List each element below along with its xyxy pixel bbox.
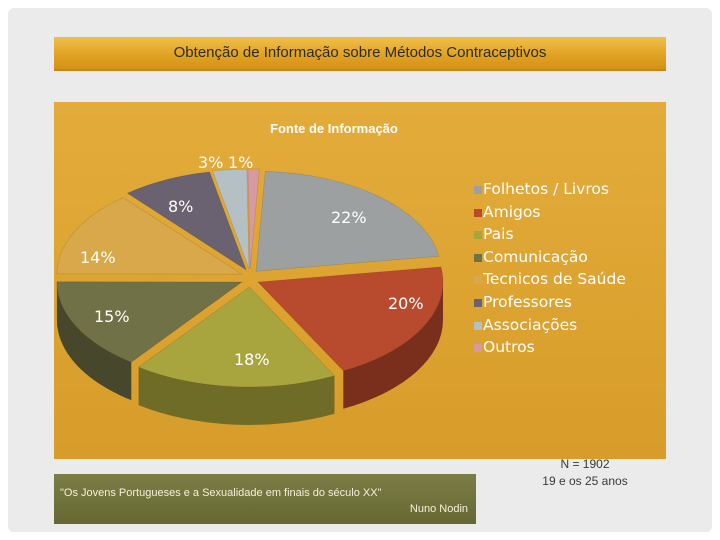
pie-slice-top-associacoes	[212, 168, 250, 270]
pie-slice-comunicacao	[56, 281, 243, 401]
age-range: 19 e os 25 anos	[542, 474, 628, 488]
slide-title: Obtenção de Informação sobre Métodos Con…	[173, 44, 547, 61]
data-label-professores: 8%	[168, 197, 194, 216]
source-author: Nuno Nodin	[409, 503, 468, 515]
legend-label: Comunicação	[483, 247, 588, 266]
legend-label: Professores	[483, 292, 572, 311]
pie-slice-top-amigos	[257, 266, 444, 372]
pie-slice-top-pais	[137, 286, 336, 388]
pie-slice-top-professores	[126, 171, 247, 271]
data-label-folhetos-livros: 22%	[331, 208, 367, 227]
pie-slice-top-outros	[247, 168, 260, 270]
legend-swatch	[474, 276, 482, 285]
data-label-associacoes: 3%	[198, 153, 224, 172]
legend-label: Amigos	[483, 202, 541, 221]
data-label-pais: 18%	[234, 350, 270, 369]
pie-slice-tecnicos-de-saude	[56, 197, 243, 275]
data-label-amigos: 20%	[388, 294, 424, 313]
source-citation: "Os Jovens Portugueses e a Sexualidade e…	[60, 487, 382, 499]
legend-swatch	[474, 253, 482, 262]
source-box: "Os Jovens Portugueses e a Sexualidade e…	[54, 474, 476, 524]
legend-label: Folhetos / Livros	[483, 180, 609, 198]
pie-slice-associacoes	[212, 168, 250, 270]
pie-slice-outros	[247, 168, 260, 270]
chart-title: Fonte de Informação	[270, 121, 398, 136]
pie-slice-side-amigos	[343, 282, 443, 409]
pie-slice-top-folhetos-livros	[255, 171, 440, 272]
pie-slice-pais	[137, 286, 336, 425]
pie-slice-top-tecnicos-de-saude	[56, 197, 243, 275]
legend-label: Pais	[483, 225, 514, 244]
data-label-comunicacao: 15%	[94, 307, 130, 326]
legend-swatch	[474, 208, 482, 217]
legend-label: Outros	[483, 338, 535, 357]
pie-slice-top-comunicacao	[56, 281, 243, 363]
legend-label: Associações	[483, 315, 578, 334]
data-label-outros: 1%	[228, 153, 254, 172]
title-bar: Obtenção de Informação sobre Métodos Con…	[54, 37, 666, 71]
legend-swatch	[474, 298, 482, 307]
legend-label: Tecnicos de Saúde	[483, 270, 626, 289]
legend-swatch	[474, 321, 482, 330]
legend-swatch	[474, 231, 482, 240]
sample-size: N = 1902	[560, 457, 610, 471]
data-label-tecnicos-de-saude: 14%	[80, 248, 116, 267]
legend-swatch	[474, 186, 482, 194]
pie-slice-professores	[126, 171, 247, 271]
sample-note: N = 1902 19 e os 25 anos	[530, 456, 640, 490]
pie-slice-side-pais	[138, 367, 335, 425]
pie-slice-folhetos-livros	[255, 171, 440, 272]
pie-slice-amigos	[257, 266, 444, 409]
pie-slice-side-comunicacao	[56, 282, 132, 401]
legend-swatch	[474, 344, 482, 353]
